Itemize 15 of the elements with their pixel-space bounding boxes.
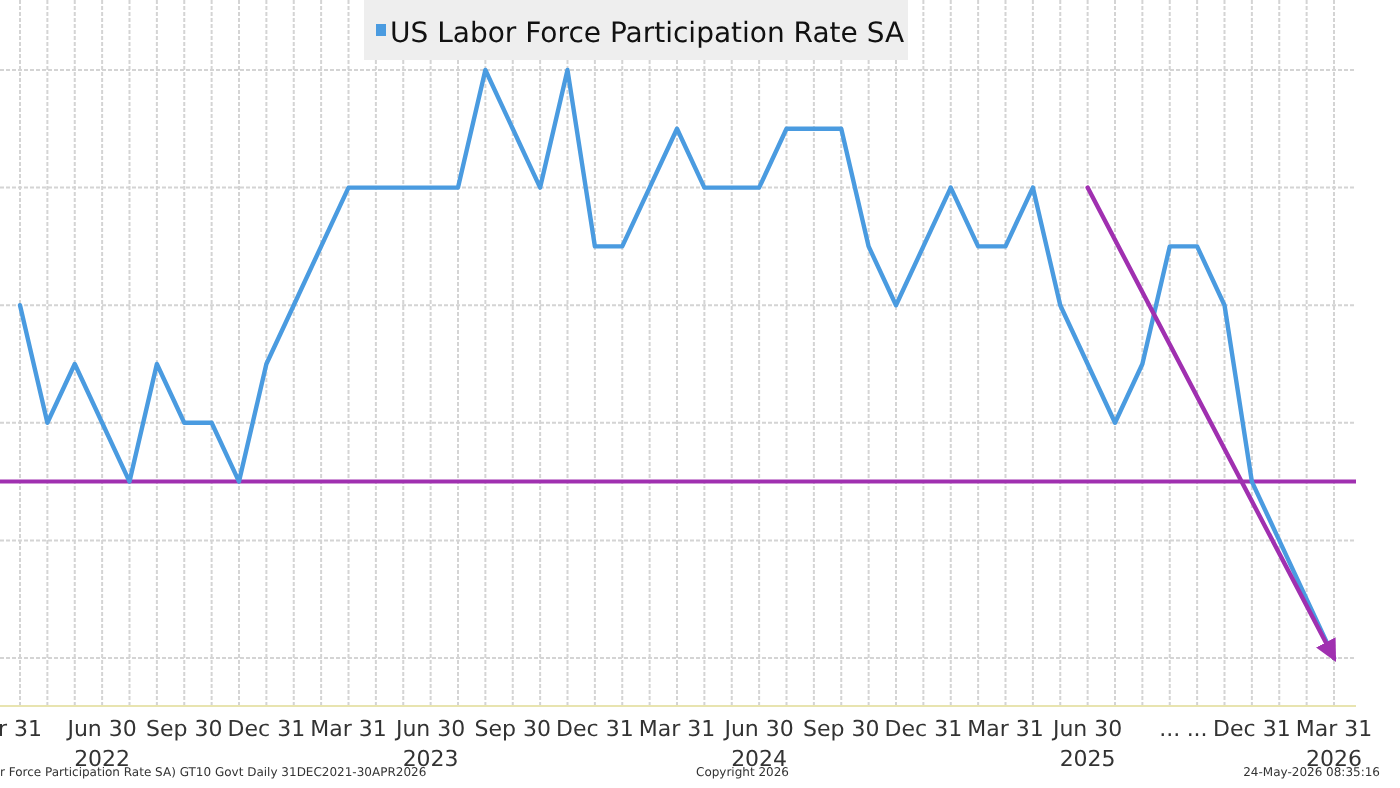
x-tick-label: Dec 31 <box>1213 716 1291 742</box>
x-tick-label: r 31 <box>0 716 43 742</box>
legend-label: US Labor Force Participation Rate SA <box>390 18 905 50</box>
x-tick-label: Mar 31 <box>310 716 387 742</box>
x-tick-label: Mar 31 <box>638 716 716 742</box>
x-tick-label: Mar 31 <box>967 716 1044 742</box>
x-tick-label: Jun 30 2025 <box>1050 716 1123 772</box>
x-tick-label: Sep 30 <box>474 716 551 742</box>
x-tick-label: Dec 31 <box>884 716 963 742</box>
x-tick-label: Dec 31 <box>227 716 306 742</box>
x-tick-label: Sep 30 <box>803 716 880 742</box>
x-tick-label: Dec 31 <box>556 716 634 742</box>
x-tick-label: ... <box>1186 716 1208 742</box>
x-tick-label: Sep 30 <box>146 716 223 742</box>
x-tick-label: ... <box>1159 716 1181 742</box>
